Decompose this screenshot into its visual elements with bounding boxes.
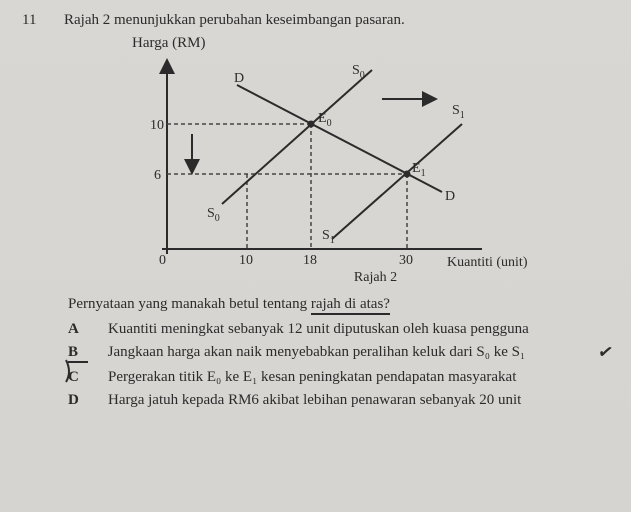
option-text-C: Pergerakan titik E₀ ke E₁ kesan peningka… [108,369,516,386]
option-text-A: Kuantiti meningkat sebanyak 12 unit dipu… [108,321,529,338]
x-axis-title: Kuantiti (unit) [447,255,528,270]
option-C[interactable]: C Pergerakan titik E₀ ke E₁ kesan pening… [68,369,609,386]
label-S1-top: S1 [452,103,465,121]
label-S0-top: S0 [352,63,365,81]
option-text-D: Harga jatuh kepada RM6 akibat lebihan pe… [108,392,521,409]
label-E0: E0 [318,111,332,129]
option-text-B: Jangkaan harga akan naik menyebabkan per… [108,344,609,363]
x-tick-18: 18 [303,253,317,268]
handwritten-mark-icon: ✓ [596,341,615,365]
equilibrium-chart: 10 6 0 10 18 30 D D S0 S0 S1 S1 E0 E1 Ku… [112,54,532,284]
label-D-top: D [234,71,244,86]
x-tick-10: 10 [239,253,253,268]
option-letter-D: D [68,392,88,409]
question-header: 11 Rajah 2 menunjukkan perubahan keseimb… [22,12,609,29]
label-S1-bottom: S1 [322,228,335,246]
option-D[interactable]: D Harga jatuh kepada RM6 akibat lebihan … [68,392,609,409]
x-tick-30: 30 [399,253,413,268]
options-list: A Kuantiti meningkat sebanyak 12 unit di… [68,321,609,409]
y-tick-6: 6 [154,168,161,183]
option-letter-A: A [68,321,88,338]
sub-prompt-b: rajah di atas? [311,296,390,315]
origin-label: 0 [159,253,166,268]
sub-prompt: Pernyataan yang manakah betul tentang ra… [68,296,609,313]
label-S0-bottom: S0 [207,206,220,224]
option-letter-C: C [68,369,88,386]
option-B[interactable]: B Jangkaan harga akan naik menyebabkan p… [68,344,609,363]
exam-page: 11 Rajah 2 menunjukkan perubahan keseimb… [0,0,631,512]
option-letter-B: B [68,344,88,363]
question-prompt: Rajah 2 menunjukkan perubahan keseimbang… [64,12,405,29]
option-A[interactable]: A Kuantiti meningkat sebanyak 12 unit di… [68,321,609,338]
label-D-bottom: D [445,189,455,204]
question-number: 11 [22,12,46,29]
y-axis-title: Harga (RM) [132,35,609,52]
sub-prompt-a: Pernyataan yang manakah betul tentang [68,296,311,312]
y-tick-10: 10 [150,118,164,133]
